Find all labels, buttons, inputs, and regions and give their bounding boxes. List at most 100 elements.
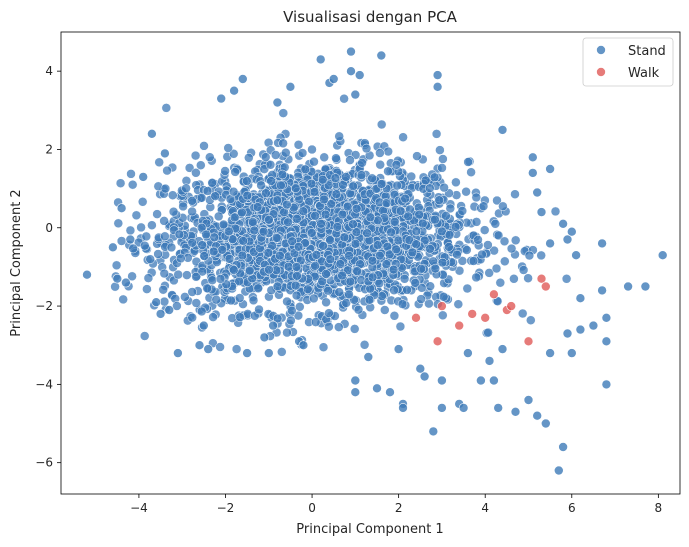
- series-walk: [411, 273, 551, 347]
- cloud-point: [414, 209, 424, 220]
- cloud-point: [435, 145, 445, 155]
- cloud-point: [300, 164, 311, 175]
- cloud-point: [406, 171, 417, 182]
- cloud-point: [330, 173, 341, 183]
- cloud-point: [215, 274, 226, 284]
- stand-point: [553, 465, 564, 476]
- cloud-point: [321, 269, 331, 279]
- cloud-point: [461, 186, 471, 197]
- cloud-point: [392, 180, 402, 191]
- x-tick-label: −4: [130, 501, 148, 515]
- walk-point: [437, 301, 447, 311]
- cloud-point: [420, 175, 431, 186]
- cloud-point: [411, 226, 422, 236]
- cloud-point: [153, 249, 163, 259]
- stand-point: [532, 410, 543, 421]
- cloud-point: [242, 190, 253, 201]
- cloud-point: [335, 259, 346, 269]
- cloud-point: [283, 261, 294, 272]
- stand-point: [489, 375, 499, 386]
- cloud-point: [389, 285, 399, 295]
- cloud-point: [202, 283, 212, 294]
- cloud-point: [291, 290, 302, 301]
- cloud-point: [424, 298, 434, 309]
- cloud-point: [500, 256, 510, 267]
- stand-point: [558, 219, 568, 229]
- cloud-point: [208, 312, 218, 322]
- cloud-point: [247, 217, 258, 227]
- cloud-point: [260, 152, 271, 162]
- plot-frame: [60, 31, 681, 495]
- stand-point: [545, 348, 555, 358]
- cloud-point: [152, 209, 162, 219]
- cloud-point: [306, 228, 317, 238]
- cloud-point: [154, 157, 164, 168]
- cloud-point: [172, 301, 182, 311]
- cloud-point: [140, 240, 150, 251]
- cloud-point: [410, 278, 421, 288]
- y-tick-label: −2: [35, 299, 53, 313]
- cloud-point: [205, 152, 215, 162]
- walk-point: [523, 336, 534, 347]
- stand-point: [540, 418, 551, 429]
- cloud-point: [509, 274, 519, 284]
- stand-point: [601, 379, 612, 390]
- stand-point: [268, 320, 278, 331]
- cloud-point: [438, 292, 449, 302]
- cloud-point: [187, 206, 197, 217]
- cloud-point: [235, 312, 245, 322]
- cloud-point: [341, 172, 351, 182]
- stand-point: [588, 320, 599, 331]
- cloud-point: [253, 283, 263, 294]
- cloud-point: [217, 245, 227, 255]
- stand-point: [147, 129, 157, 139]
- cloud-point: [372, 240, 383, 250]
- cloud-point: [141, 231, 152, 242]
- cloud-point: [445, 203, 456, 214]
- stand-point: [601, 336, 612, 347]
- cloud-point: [161, 103, 172, 113]
- cloud-point: [318, 342, 329, 352]
- cloud-point: [147, 220, 157, 230]
- stand-point: [437, 375, 447, 386]
- x-tick-label: 6: [568, 501, 576, 515]
- y-tick-label: 4: [45, 64, 53, 78]
- cloud-point: [492, 195, 502, 206]
- cloud-point: [430, 263, 441, 274]
- cloud-point: [356, 170, 367, 180]
- stand-point: [350, 375, 361, 386]
- stand-point: [238, 74, 248, 84]
- cloud-point: [158, 284, 168, 295]
- dense-point-cloud: [110, 93, 572, 357]
- cloud-point: [254, 304, 264, 315]
- cloud-point: [444, 230, 455, 240]
- cloud-point: [450, 222, 461, 232]
- stand-point: [376, 50, 387, 61]
- cloud-point: [384, 249, 395, 260]
- stand-point: [216, 93, 226, 104]
- stand-point: [372, 383, 382, 394]
- stand-point: [259, 332, 270, 343]
- cloud-point: [524, 250, 535, 261]
- stand-point: [393, 344, 404, 354]
- cloud-point: [201, 229, 211, 240]
- cloud-point: [331, 189, 342, 199]
- cloud-point: [237, 207, 247, 218]
- cloud-point: [215, 342, 225, 352]
- cloud-point: [367, 255, 378, 266]
- cloud-point: [272, 313, 283, 324]
- cloud-point: [471, 217, 482, 227]
- cloud-point: [352, 266, 362, 276]
- cloud-point: [272, 281, 283, 292]
- cloud-point: [310, 261, 320, 271]
- cloud-point: [425, 244, 435, 254]
- cloud-point: [310, 211, 320, 221]
- cloud-point: [462, 283, 473, 294]
- y-tick-label: −6: [35, 456, 53, 470]
- cloud-point: [323, 180, 334, 191]
- stand-point: [432, 70, 443, 80]
- data-points: [82, 46, 668, 476]
- cloud-point: [351, 203, 362, 214]
- cloud-point: [286, 315, 296, 326]
- stand-point: [229, 85, 239, 96]
